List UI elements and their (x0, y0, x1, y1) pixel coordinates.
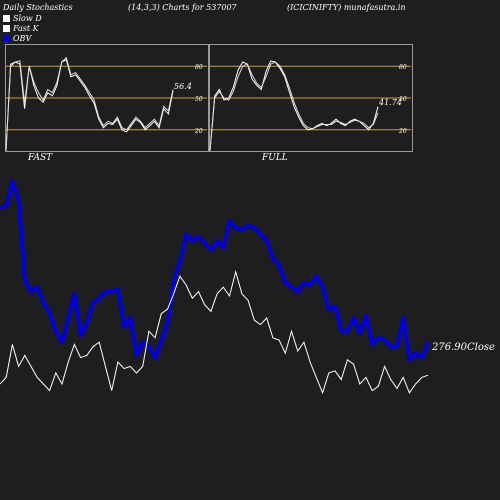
chart-header-params: (14,3,3) Charts for 537007 (128, 3, 237, 12)
close-price-label: 276.90Close (432, 342, 495, 353)
legend-item-obv: OBV (3, 34, 31, 43)
full-ytick-50: 50 (399, 96, 407, 103)
fast-ytick-20: 20 (194, 128, 203, 135)
legend-swatch-obv (3, 35, 10, 42)
legend-label-fast-k: Fast K (13, 24, 39, 33)
legend-label-slow-d: Slow D (13, 14, 42, 23)
full-ytick-80: 80 (399, 64, 407, 71)
full-stochastic-line-2 (209, 61, 379, 152)
legend-item-fast-k: Fast K (3, 24, 39, 33)
fast-stochastic-line-1 (5, 59, 174, 152)
legend-swatch-fast-k (3, 25, 10, 32)
legend-swatch-slow-d (3, 15, 10, 22)
full-stochastic-line-1 (209, 60, 379, 152)
full-last-value-label: 41.74 (378, 98, 402, 107)
fast-stochastic-line-2 (5, 56, 174, 152)
chart-header-symbol: (ICICINIFTY) munafasutra.in (287, 3, 406, 12)
fast-panel-title: FAST (28, 153, 53, 163)
close-price-line (0, 269, 429, 395)
legend-item-slow-d: Slow D (3, 14, 42, 23)
obv-line (0, 179, 430, 362)
chart-header-left: Daily Stochastics (3, 3, 73, 12)
fast-last-value-label: 56.4 (174, 82, 192, 91)
legend-label-obv: OBV (13, 34, 32, 43)
fast-ytick-50: 50 (195, 96, 203, 103)
full-ytick-20: 20 (398, 128, 407, 135)
fast-ytick-80: 80 (195, 64, 203, 71)
full-panel-title: FULL (262, 153, 288, 163)
